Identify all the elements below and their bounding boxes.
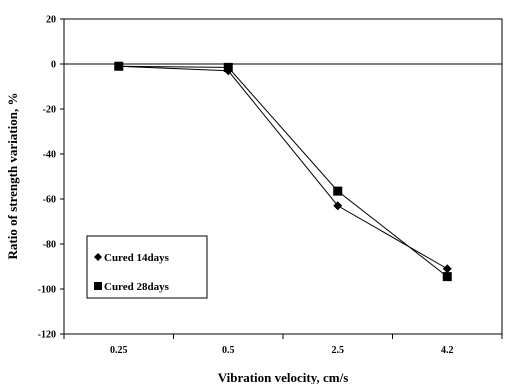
data-point bbox=[442, 264, 452, 274]
x-tick-label: 0.25 bbox=[110, 345, 128, 356]
y-tick-label: -100 bbox=[38, 285, 56, 296]
legend-items: Cured 14days Cured 28days bbox=[94, 252, 170, 293]
legend-label: Cured 28days bbox=[104, 281, 170, 293]
data-point bbox=[333, 186, 343, 196]
y-tick-label: -80 bbox=[43, 240, 56, 251]
data-point bbox=[333, 201, 343, 211]
x-tick-label: 0.5 bbox=[222, 345, 235, 356]
legend-marker bbox=[94, 253, 102, 261]
series-layer bbox=[114, 61, 452, 282]
series bbox=[114, 61, 452, 282]
y-tick-label: 20 bbox=[46, 15, 56, 26]
data-point bbox=[223, 62, 233, 72]
legend: Cured 14days Cured 28days bbox=[86, 235, 208, 299]
x-tick-label: 2.5 bbox=[332, 345, 345, 356]
data-point bbox=[442, 272, 452, 282]
series-line bbox=[118, 65, 448, 278]
y-tick-label: -20 bbox=[43, 105, 56, 116]
y-tick-label: -40 bbox=[43, 150, 56, 161]
x-axis: 0.25 0.5 2.5 4.2 bbox=[63, 334, 503, 356]
y-axis: 20 0 -20 -40 -60 -80 -100 -120 bbox=[38, 15, 64, 341]
y-axis-title: Ratio of strength variation, % bbox=[5, 93, 20, 260]
series-line bbox=[118, 65, 448, 270]
y-tick-label: -60 bbox=[43, 195, 56, 206]
x-tick-label: 4.2 bbox=[441, 345, 454, 356]
y-tick-label: 0 bbox=[51, 60, 56, 71]
legend-marker bbox=[94, 282, 102, 290]
x-axis-title: Vibration velocity, cm/s bbox=[218, 370, 349, 384]
legend-box bbox=[86, 235, 208, 299]
data-point bbox=[114, 61, 124, 71]
y-tick-label: -120 bbox=[38, 330, 56, 341]
legend-label: Cured 14days bbox=[104, 252, 170, 264]
